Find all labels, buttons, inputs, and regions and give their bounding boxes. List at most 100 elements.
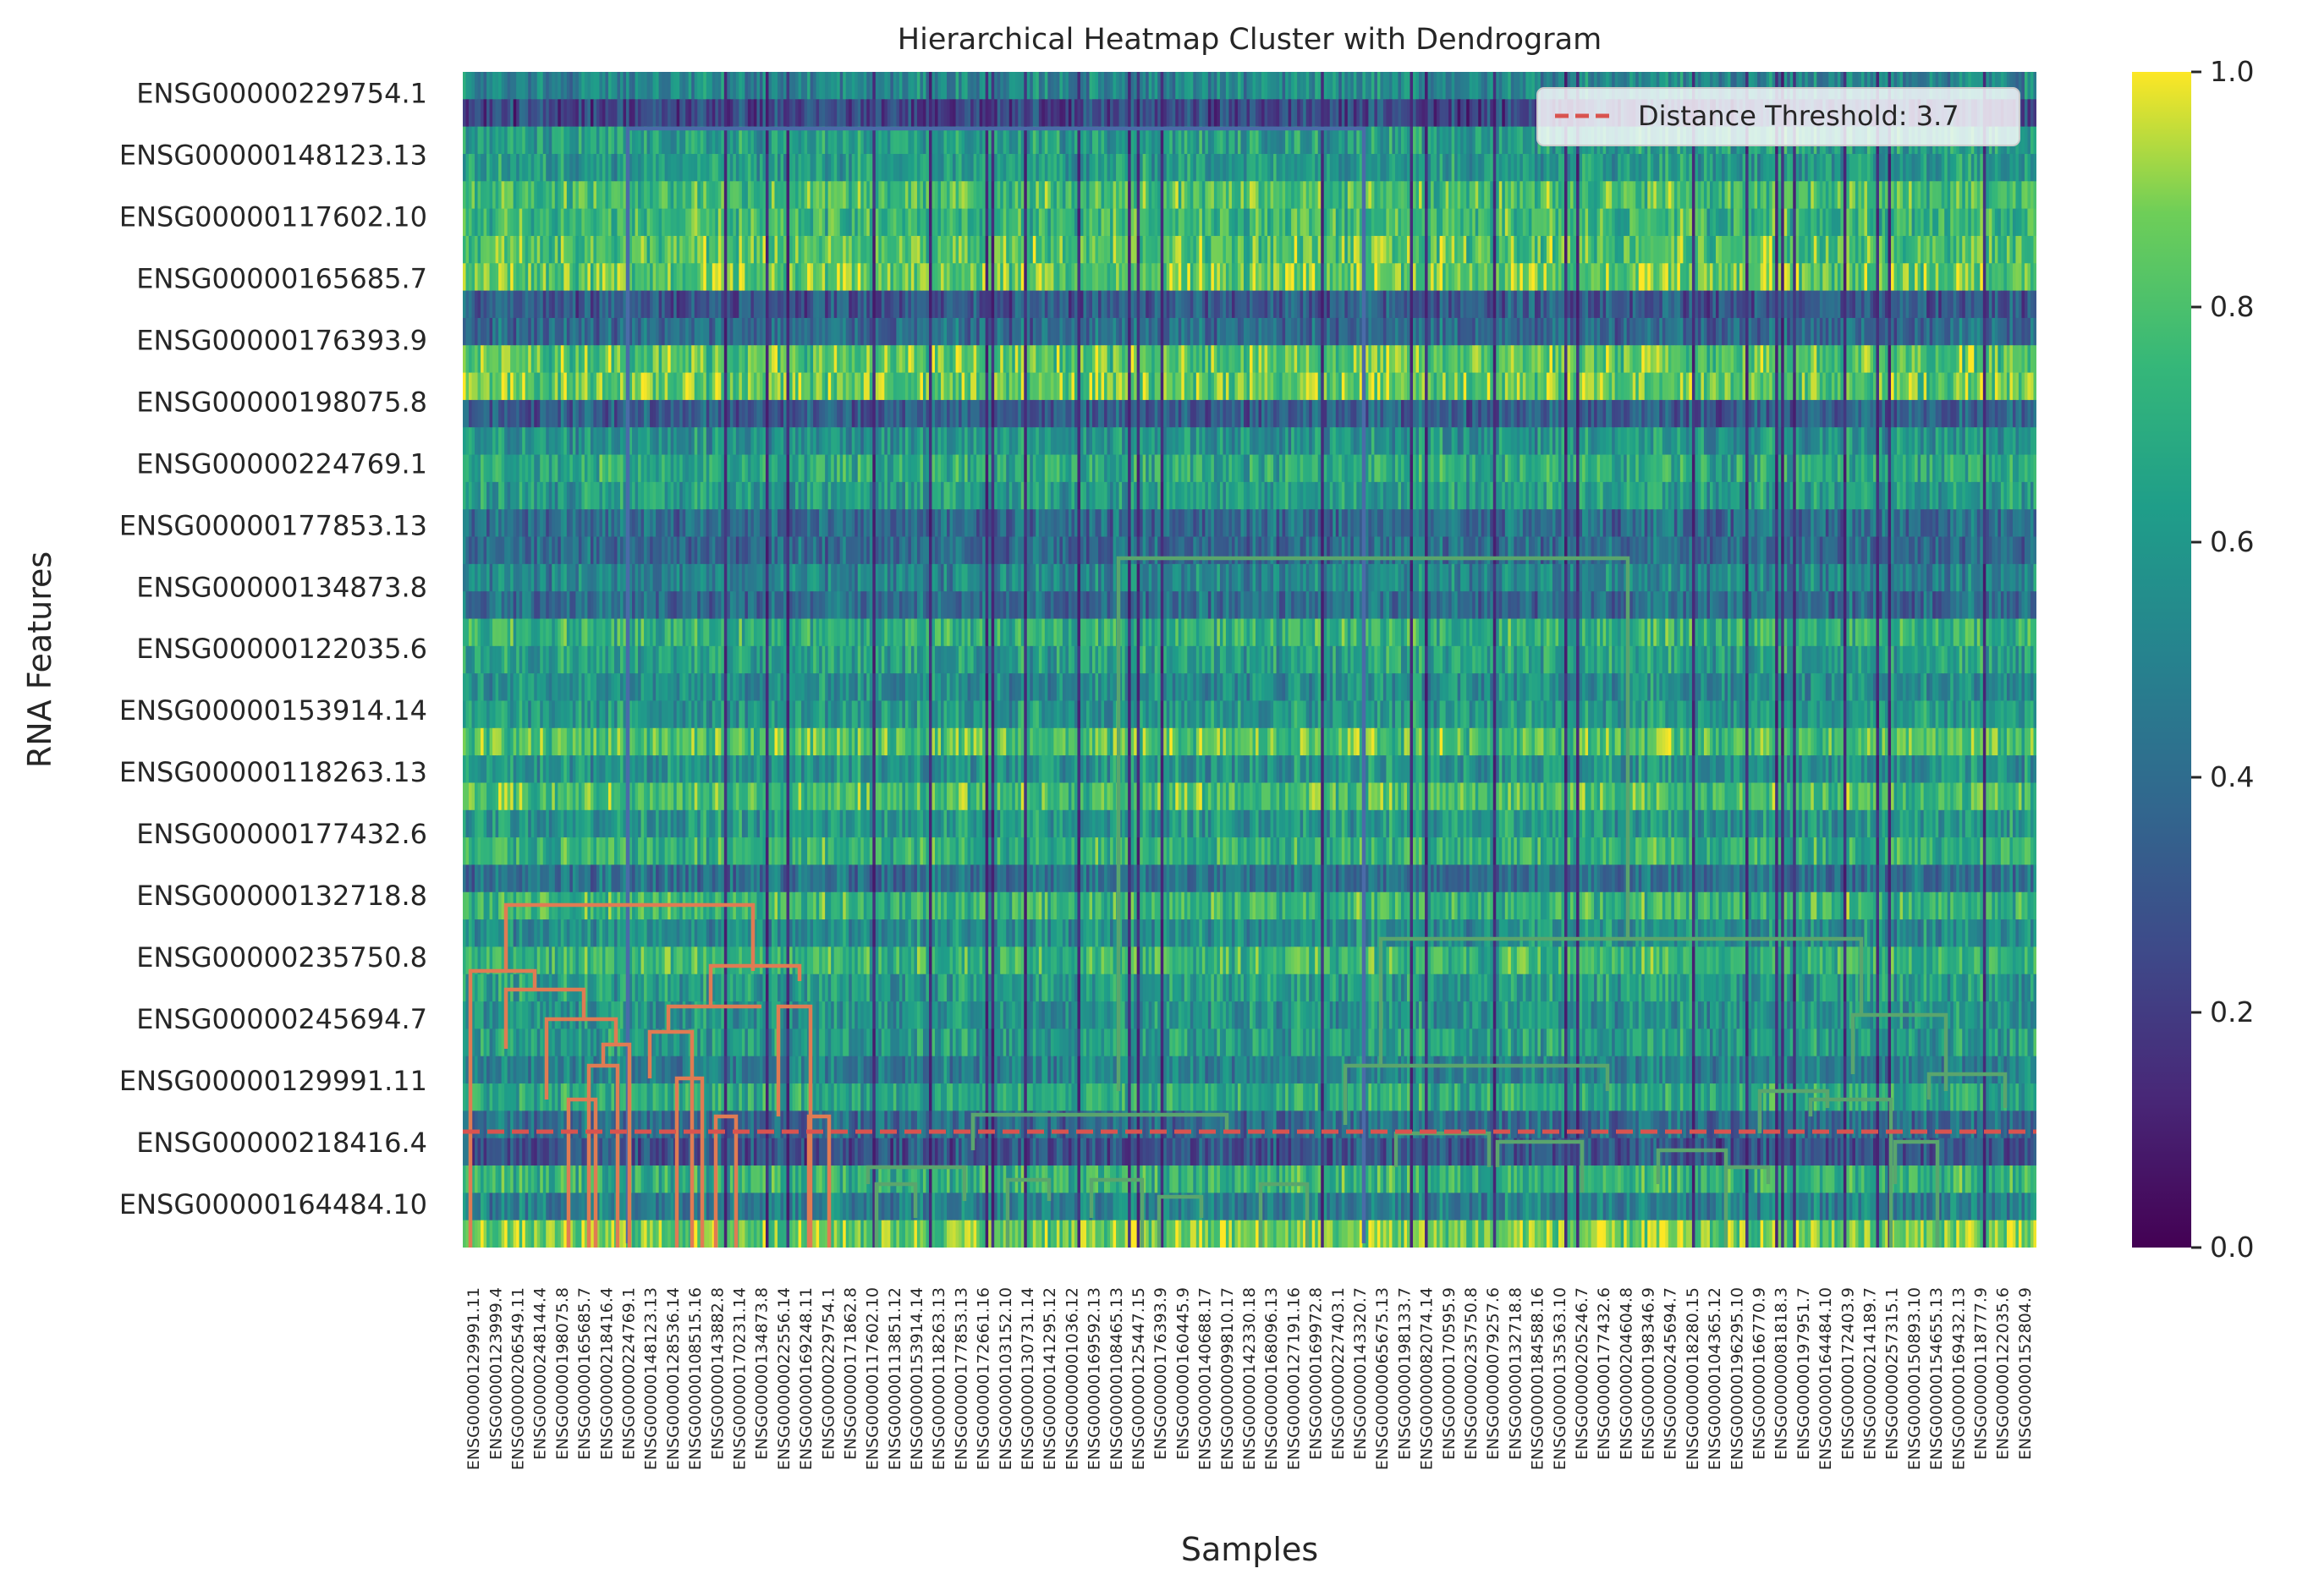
heatmap-cell <box>1570 154 1574 182</box>
heatmap-cell <box>1452 154 1455 182</box>
heatmap-cell <box>1965 154 1969 182</box>
heatmap-cell <box>1621 291 1624 319</box>
heatmap-cell <box>1312 181 1316 209</box>
heatmap-cell <box>1419 263 1422 291</box>
heatmap-cell <box>1163 99 1167 127</box>
heatmap-cell <box>1849 263 1853 291</box>
heatmap-cell <box>1395 72 1399 100</box>
heatmap-cell <box>484 209 487 237</box>
heatmap-cell <box>1633 236 1636 264</box>
heatmap-cell <box>531 72 535 100</box>
heatmap-cell <box>569 236 573 264</box>
heatmap-cell <box>1734 181 1737 209</box>
heatmap-cell <box>1167 236 1170 264</box>
heatmap-cell <box>656 181 659 209</box>
heatmap-cell <box>1069 154 1072 182</box>
heatmap-cell <box>1077 154 1080 182</box>
heatmap-cell <box>1659 181 1662 209</box>
heatmap-cell <box>1051 99 1054 127</box>
heatmap-cell <box>1921 181 1924 209</box>
heatmap-cell <box>1181 209 1184 237</box>
heatmap-cell <box>1175 236 1179 264</box>
heatmap-cell <box>750 291 754 319</box>
heatmap-cell <box>882 318 885 346</box>
heatmap-cell <box>1924 236 1927 264</box>
heatmap-cell <box>1250 236 1253 264</box>
heatmap-cell <box>819 291 822 319</box>
heatmap-cell <box>1793 291 1796 319</box>
heatmap-cell <box>1169 181 1173 209</box>
heatmap-cell <box>1285 181 1289 209</box>
heatmap-cell <box>1775 181 1778 209</box>
heatmap-cell <box>1012 99 1015 127</box>
heatmap-cell <box>748 236 751 264</box>
heatmap-cell <box>1419 72 1422 100</box>
heatmap-cell <box>1826 236 1829 264</box>
heatmap-cell <box>1712 154 1716 182</box>
heatmap-cell <box>1547 236 1550 264</box>
heatmap-cell <box>2009 236 2013 264</box>
heatmap-cell <box>1900 263 1904 291</box>
heatmap-cell <box>519 291 523 319</box>
heatmap-cell <box>1404 99 1407 127</box>
heatmap-cell <box>475 154 478 182</box>
heatmap-cell <box>1071 181 1074 209</box>
heatmap-cell <box>1338 99 1342 127</box>
heatmap-cell <box>2001 154 2004 182</box>
heatmap-cell <box>1318 154 1322 182</box>
heatmap-cell <box>1710 236 1713 264</box>
heatmap-cell <box>1903 263 1906 291</box>
heatmap-cell <box>2025 263 2028 291</box>
heatmap-cell <box>1832 181 1835 209</box>
heatmap-cell <box>1253 72 1256 100</box>
heatmap-cell <box>1425 236 1428 264</box>
heatmap-cell <box>712 291 716 319</box>
heatmap-cell <box>1986 154 1989 182</box>
heatmap-cell <box>1858 154 1861 182</box>
heatmap-cell <box>1849 209 1853 237</box>
heatmap-cell <box>1030 99 1033 127</box>
heatmap-cell <box>976 181 980 209</box>
heatmap-cell <box>1440 99 1443 127</box>
heatmap-cell <box>703 99 706 127</box>
heatmap-cell <box>1849 181 1853 209</box>
heatmap-cell <box>1077 209 1080 237</box>
heatmap-cell <box>1668 181 1672 209</box>
heatmap-cell <box>671 127 674 155</box>
heatmap-cell <box>508 154 511 182</box>
heatmap-cell <box>860 127 864 155</box>
heatmap-cell <box>1083 318 1086 346</box>
heatmap-cell <box>712 209 716 237</box>
heatmap-cell <box>1069 263 1072 291</box>
heatmap-cell <box>1832 263 1835 291</box>
heatmap-cell <box>730 209 734 237</box>
heatmap-cell <box>1514 154 1517 182</box>
heatmap-cell <box>1089 181 1092 209</box>
heatmap-cell <box>528 209 531 237</box>
heatmap-cell <box>1036 154 1039 182</box>
heatmap-cell <box>843 181 846 209</box>
heatmap-cell <box>1053 181 1057 209</box>
heatmap-cell <box>988 209 992 237</box>
heatmap-cell <box>1024 181 1027 209</box>
heatmap-cell <box>721 236 724 264</box>
heatmap-cell <box>469 181 472 209</box>
heatmap-cell <box>1140 236 1143 264</box>
heatmap-cell <box>514 236 517 264</box>
heatmap-cell <box>1110 209 1113 237</box>
heatmap-cell <box>1826 181 1829 209</box>
heatmap-cell <box>1487 236 1491 264</box>
heatmap-cell <box>1134 291 1137 319</box>
heatmap-cell <box>561 263 564 291</box>
heatmap-cell <box>1240 99 1244 127</box>
heatmap-cell <box>1228 99 1232 127</box>
heatmap-cell <box>799 236 802 264</box>
heatmap-cell <box>929 263 932 291</box>
heatmap-cell <box>1454 154 1458 182</box>
heatmap-cell <box>1104 181 1107 209</box>
heatmap-cell <box>953 72 956 100</box>
heatmap-cell <box>1151 291 1155 319</box>
heatmap-cell <box>760 236 763 264</box>
heatmap-cell <box>1948 154 1951 182</box>
heatmap-cell <box>1787 209 1790 237</box>
